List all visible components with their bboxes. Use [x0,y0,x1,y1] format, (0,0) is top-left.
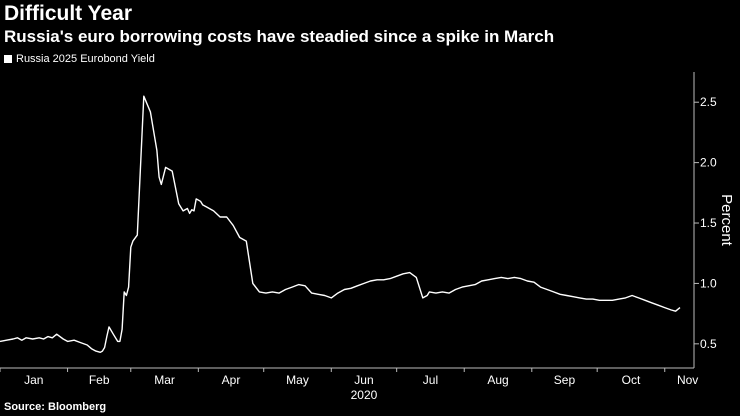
legend-swatch [4,55,12,63]
y-tick-label: 2.5 [700,95,717,109]
x-tick-label: Jan [24,373,43,387]
x-tick-label: May [286,373,309,387]
y-tick-label: 1.0 [700,276,717,290]
x-tick-label: Mar [154,373,175,387]
chart-subtitle: Russia's euro borrowing costs have stead… [4,27,555,46]
legend-label: Russia 2025 Eurobond Yield [16,53,155,65]
x-tick-label: Oct [622,373,641,387]
x-tick-label: Sep [554,373,576,387]
x-axis-title: 2020 [351,388,378,402]
chart-legend: Russia 2025 Eurobond Yield [4,53,155,65]
x-tick-label: Nov [677,373,698,387]
y-tick-label: 0.5 [700,337,717,351]
y-axis-title: Percent [718,194,735,247]
x-tick-label: Feb [89,373,110,387]
x-tick-label: Jul [423,373,438,387]
y-tick-label: 2.0 [700,156,717,170]
x-tick-label: Apr [222,373,241,387]
series-line-russia-2025-eurobond-yield [0,95,681,353]
x-tick-label: Jun [354,373,373,387]
source-note: Source: Bloomberg [4,401,107,413]
y-tick-label: 1.5 [700,216,717,230]
x-tick-label: Aug [487,373,508,387]
chart-title: Difficult Year [4,2,132,25]
